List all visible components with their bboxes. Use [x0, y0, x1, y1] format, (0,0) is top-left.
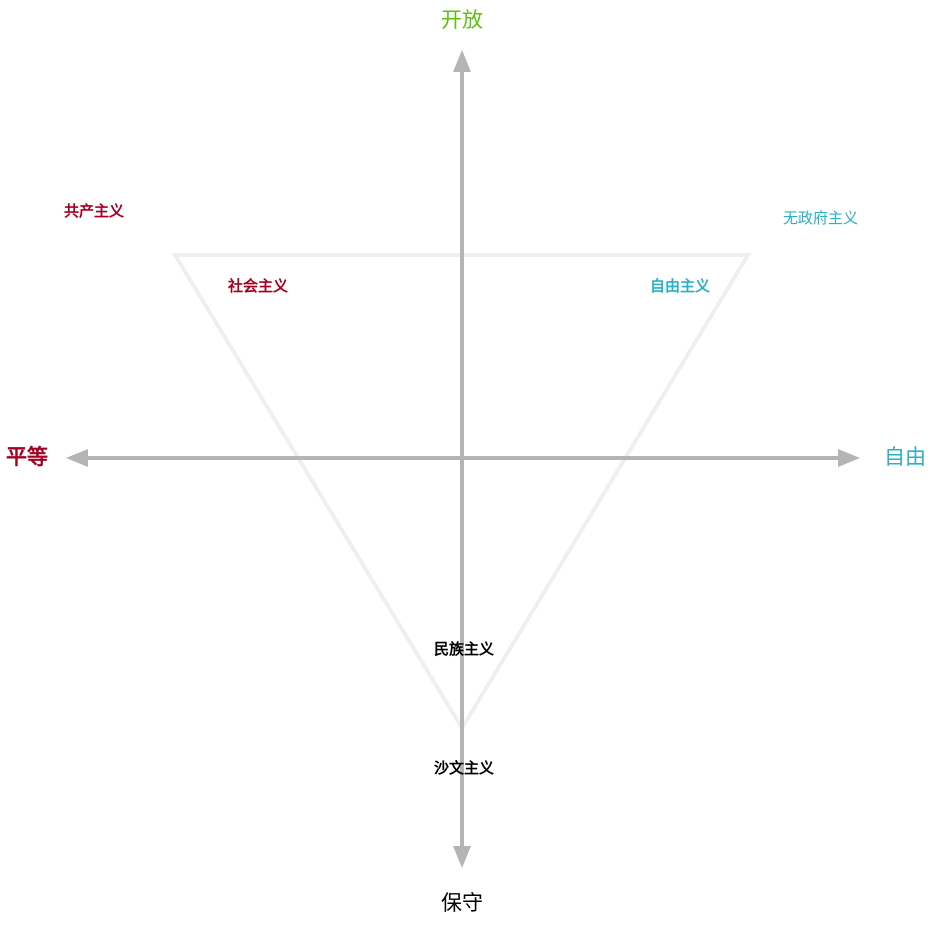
ideology-nationalism: 民族主义 [434, 640, 495, 658]
axis-label-equality: 平等 [6, 445, 48, 469]
ideology-chauvinism: 沙文主义 [434, 759, 495, 777]
top-arrowhead [453, 50, 471, 72]
ideology-socialism: 社会主义 [228, 277, 289, 295]
bottom-arrowhead [453, 846, 471, 868]
axis-label-open: 开放 [441, 8, 483, 32]
ideology-anarchism: 无政府主义 [783, 209, 859, 227]
ideology-liberalism: 自由主义 [650, 277, 711, 295]
left-arrowhead [66, 449, 88, 467]
axis-label-conservative: 保守 [441, 891, 483, 915]
axis-label-liberty: 自由 [884, 445, 926, 469]
right-arrowhead [838, 449, 860, 467]
ideology-communism: 共产主义 [64, 202, 125, 220]
